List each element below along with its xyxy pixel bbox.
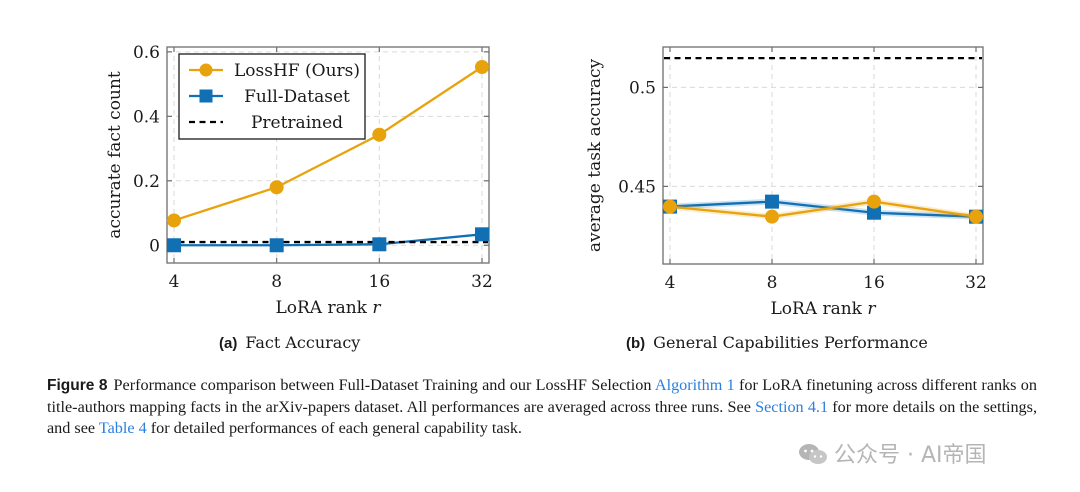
- chart-b-general-capabilities: 4 8 16 32 0.45 0.5 LoRA rank r average task acc…: [585, 46, 987, 319]
- subcaption-b: (b) General Capabilities Performance: [626, 333, 928, 352]
- x-tick-label: 8: [271, 272, 282, 292]
- x-tick-label: 32: [965, 273, 987, 293]
- series-line-full-dataset: [174, 233, 483, 247]
- wechat-icon: [799, 444, 827, 464]
- x-axis-variable: r: [372, 298, 381, 318]
- data-point-full-dataset: [475, 227, 489, 242]
- legend-marker: [199, 63, 213, 77]
- markers-layer: [663, 194, 983, 224]
- x-axis-label: LoRA rank r: [275, 298, 381, 318]
- series-line-full-dataset: [669, 200, 977, 218]
- caption-link[interactable]: Section 4.1: [755, 397, 829, 416]
- figure-label: Figure 8: [47, 377, 108, 394]
- data-point-full-dataset: [765, 194, 779, 209]
- subcaption-a: (a) Fact Accuracy: [219, 333, 360, 352]
- y-axis-label: accurate fact count: [105, 71, 125, 239]
- x-axis-label: LoRA rank r: [770, 299, 876, 319]
- data-point-losshf-ours: [867, 194, 881, 209]
- x-tick-label: 4: [665, 273, 676, 293]
- figure: 4 8 16 32 0 0.2 0.4 0.6 LoRA rank r accurate fact…: [105, 43, 987, 319]
- plot-area: [168, 66, 488, 247]
- x-axis-variable: r: [867, 299, 876, 319]
- data-point-losshf-ours: [765, 209, 779, 224]
- subcaption-a-text: Fact Accuracy: [245, 333, 361, 352]
- subcaption-b-label: (b): [626, 335, 646, 352]
- axes-frame: [662, 46, 984, 265]
- data-point-full-dataset: [372, 237, 387, 252]
- caption-link[interactable]: Table 4: [98, 419, 147, 437]
- x-tick-label: 16: [863, 273, 885, 293]
- subcaption-b-text: General Capabilities Performance: [653, 333, 928, 352]
- caption-text: for detailed performances of each genera…: [146, 419, 522, 437]
- data-point-losshf-ours: [969, 209, 983, 224]
- caption-text: for LoRA finetuning across different ran…: [47, 376, 1037, 416]
- x-tick-label: 32: [471, 272, 493, 292]
- y-tick-label: 0.6: [133, 43, 160, 63]
- caption-text: Performance comparison between Full-Data…: [113, 376, 655, 394]
- chart-a-fact-accuracy: 4 8 16 32 0 0.2 0.4 0.6 LoRA rank r accurate fact…: [105, 43, 493, 318]
- x-tick-label: 8: [767, 273, 778, 293]
- caption-link[interactable]: Algorithm 1: [654, 376, 735, 394]
- caption-body: Performance comparison between Full-Data…: [47, 376, 1037, 437]
- plot-area: [664, 56, 982, 220]
- y-tick-label: 0.5: [629, 78, 656, 98]
- legend: LossHF (Ours) Full-Dataset Pretrained: [178, 53, 366, 140]
- subcaption-a-label: (a): [219, 335, 238, 352]
- watermark-text: 公众号 · AI帝国: [834, 443, 987, 468]
- data-point-full-dataset: [867, 205, 881, 220]
- data-point-losshf-ours: [475, 59, 489, 74]
- data-point-losshf-ours: [372, 127, 387, 142]
- y-tick-label: 0.2: [133, 172, 160, 192]
- x-tick-label: 16: [369, 272, 391, 292]
- markers-layer: [167, 59, 489, 253]
- data-point-losshf-ours: [269, 180, 284, 195]
- y-tick-label: 0.45: [618, 177, 656, 197]
- data-point-losshf-ours: [663, 199, 677, 214]
- caption-text: for more details on the settings, and se…: [47, 397, 1037, 438]
- series-line-losshf-ours: [173, 66, 483, 222]
- y-tick-label: 0: [149, 236, 160, 256]
- data-point-losshf-ours: [167, 213, 181, 228]
- legend-label: Full-Dataset: [244, 87, 350, 107]
- legend-label: LossHF (Ours): [234, 61, 360, 81]
- y-tick-label: 0.4: [133, 107, 160, 127]
- x-tick-label: 4: [169, 272, 180, 292]
- legend-label: Pretrained: [251, 113, 343, 133]
- series-line-losshf-ours: [669, 200, 977, 218]
- legend-marker: [199, 89, 213, 103]
- figure-caption: Figure 8 Performance comparison between F…: [47, 375, 1037, 440]
- data-point-full-dataset: [167, 238, 181, 253]
- watermark: 公众号 · AI帝国: [798, 437, 987, 469]
- y-axis-label: average task accuracy: [585, 58, 605, 252]
- axes-frame: [166, 46, 490, 264]
- data-point-full-dataset: [269, 238, 284, 253]
